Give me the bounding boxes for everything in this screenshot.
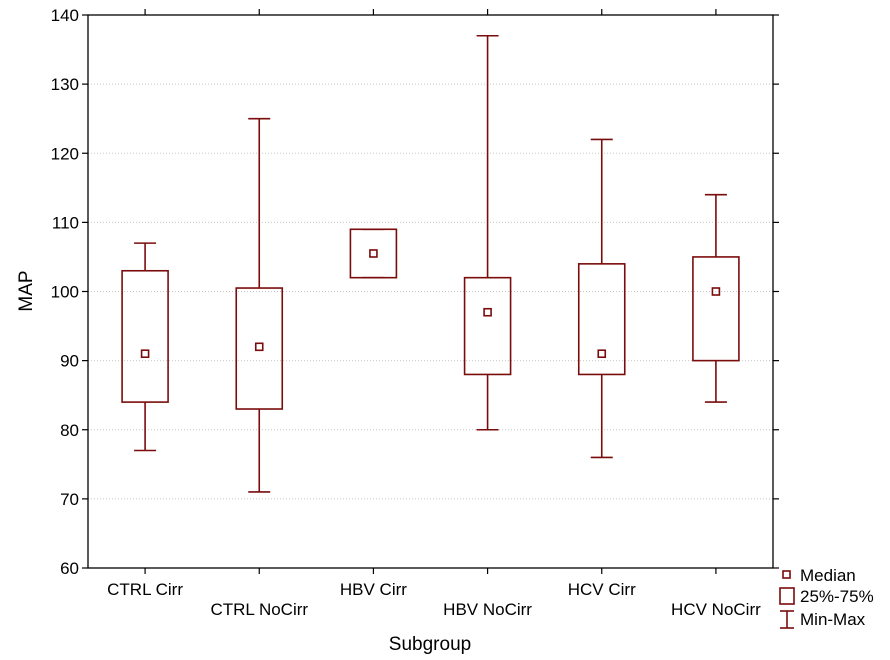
legend-minmax-label: Min-Max [800,610,866,629]
median-marker [369,249,378,258]
median-marker [254,342,264,352]
x-tick-label: CTRL NoCirr [210,600,308,619]
box-series [121,34,740,493]
y-axis-ticks: 60 70 80 90 100 110 120 130 140 [51,6,779,578]
legend-median-label: Median [800,566,856,585]
y-tick-label: 120 [51,144,79,163]
x-tick-label: HBV Cirr [340,580,407,599]
legend-median-icon [782,570,791,579]
median-marker [597,349,607,359]
y-tick-label: 60 [60,559,79,578]
median-marker [711,287,721,296]
iqr-box [349,228,398,279]
x-axis-ticks: CTRL Cirr CTRL NoCirr HBV Cirr HBV NoCirr HC… [107,9,761,619]
x-tick-label: HCV NoCirr [671,600,761,619]
median-marker [483,307,492,317]
iqr-box [235,287,284,410]
legend-box-label: 25%-75% [800,587,874,606]
y-tick-label: 130 [51,75,79,94]
y-tick-label: 110 [52,213,79,232]
x-tick-label: HCV Cirr [568,580,636,599]
box-group [463,34,512,431]
legend-box-icon [779,587,795,605]
box-group [235,117,284,493]
iqr-box [121,269,169,403]
iqr-box [463,276,512,376]
box-group [349,228,398,279]
iqr-box [577,263,626,376]
y-tick-label: 90 [60,352,79,371]
box-group [577,138,626,459]
x-axis-label: Subgroup [389,634,471,655]
x-tick-label: CTRL Cirr [107,580,183,599]
y-tick-label: 80 [60,421,79,440]
legend-whisker-icon [780,610,794,629]
y-tick-label: 100 [51,283,79,302]
y-tick-label: 70 [60,490,79,509]
grid-lines [88,83,773,500]
median-marker [140,349,150,359]
iqr-box [692,256,740,362]
box-group [121,242,169,452]
y-axis-label: MAP [16,270,37,311]
box-group [692,193,740,403]
legend: Median 25%-75% Min-Max [779,566,874,629]
x-tick-label: HBV NoCirr [443,600,532,619]
y-tick-label: 140 [51,6,79,25]
